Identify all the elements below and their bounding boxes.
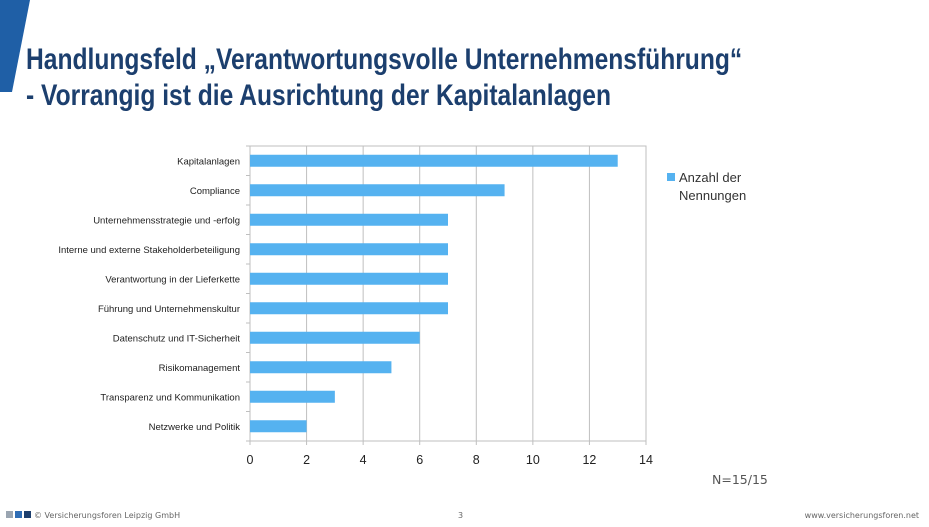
page-number: 3	[458, 511, 464, 520]
accent-stripe	[0, 0, 30, 92]
bar	[250, 390, 335, 403]
bar	[250, 243, 448, 256]
x-tick-label: 10	[526, 453, 540, 467]
category-label: Unternehmensstrategie und -erfolg	[93, 215, 240, 226]
sample-size-note: N=15/15	[712, 472, 768, 487]
category-label: Verantwortung in der Lieferkette	[105, 274, 240, 285]
bar	[250, 184, 505, 197]
legend-label: Anzahl der	[679, 170, 742, 185]
footer-square-2	[15, 511, 22, 518]
bar	[250, 331, 420, 344]
bar	[250, 361, 392, 374]
footer-square-3	[24, 511, 31, 518]
x-tick-label: 4	[360, 453, 367, 467]
title-line-2: - Vorrangig ist die Ausrichtung der Kapi…	[26, 79, 612, 112]
category-label: Interne und externe Stakeholderbeteiligu…	[58, 245, 240, 256]
x-tick-label: 0	[247, 453, 254, 467]
footer-square-1	[6, 511, 13, 518]
x-tick-label: 14	[639, 453, 653, 467]
bar	[250, 272, 448, 285]
footer-website: www.versicherungsforen.net	[804, 511, 919, 520]
x-tick-label: 6	[416, 453, 423, 467]
category-label: Datenschutz und IT-Sicherheit	[113, 333, 241, 344]
bar	[250, 420, 307, 433]
slide-title: Handlungsfeld „Verantwortungsvolle Unter…	[26, 42, 756, 114]
bar	[250, 302, 448, 315]
legend-swatch	[667, 173, 675, 181]
x-tick-label: 8	[473, 453, 480, 467]
title-line-1: Handlungsfeld „Verantwortungsvolle Unter…	[26, 43, 743, 76]
x-tick-label: 2	[303, 453, 310, 467]
x-tick-label: 12	[582, 453, 596, 467]
legend-label: Nennungen	[679, 188, 746, 203]
category-label: Compliance	[190, 186, 240, 197]
category-label: Netzwerke und Politik	[149, 422, 241, 433]
bar	[250, 154, 618, 167]
footer-copyright: © Versicherungsforen Leipzig GmbH	[34, 511, 181, 520]
category-label: Transparenz und Kommunikation	[100, 392, 240, 403]
category-label: Führung und Unternehmenskultur	[98, 304, 240, 315]
footer-logo-squares	[6, 511, 31, 518]
category-label: Kapitalanlagen	[177, 156, 240, 167]
footer: © Versicherungsforen Leipzig GmbH 3 www.…	[0, 508, 929, 526]
accent-stripe-shape	[0, 0, 30, 92]
category-label: Risikomanagement	[159, 363, 241, 374]
bar	[250, 213, 448, 226]
